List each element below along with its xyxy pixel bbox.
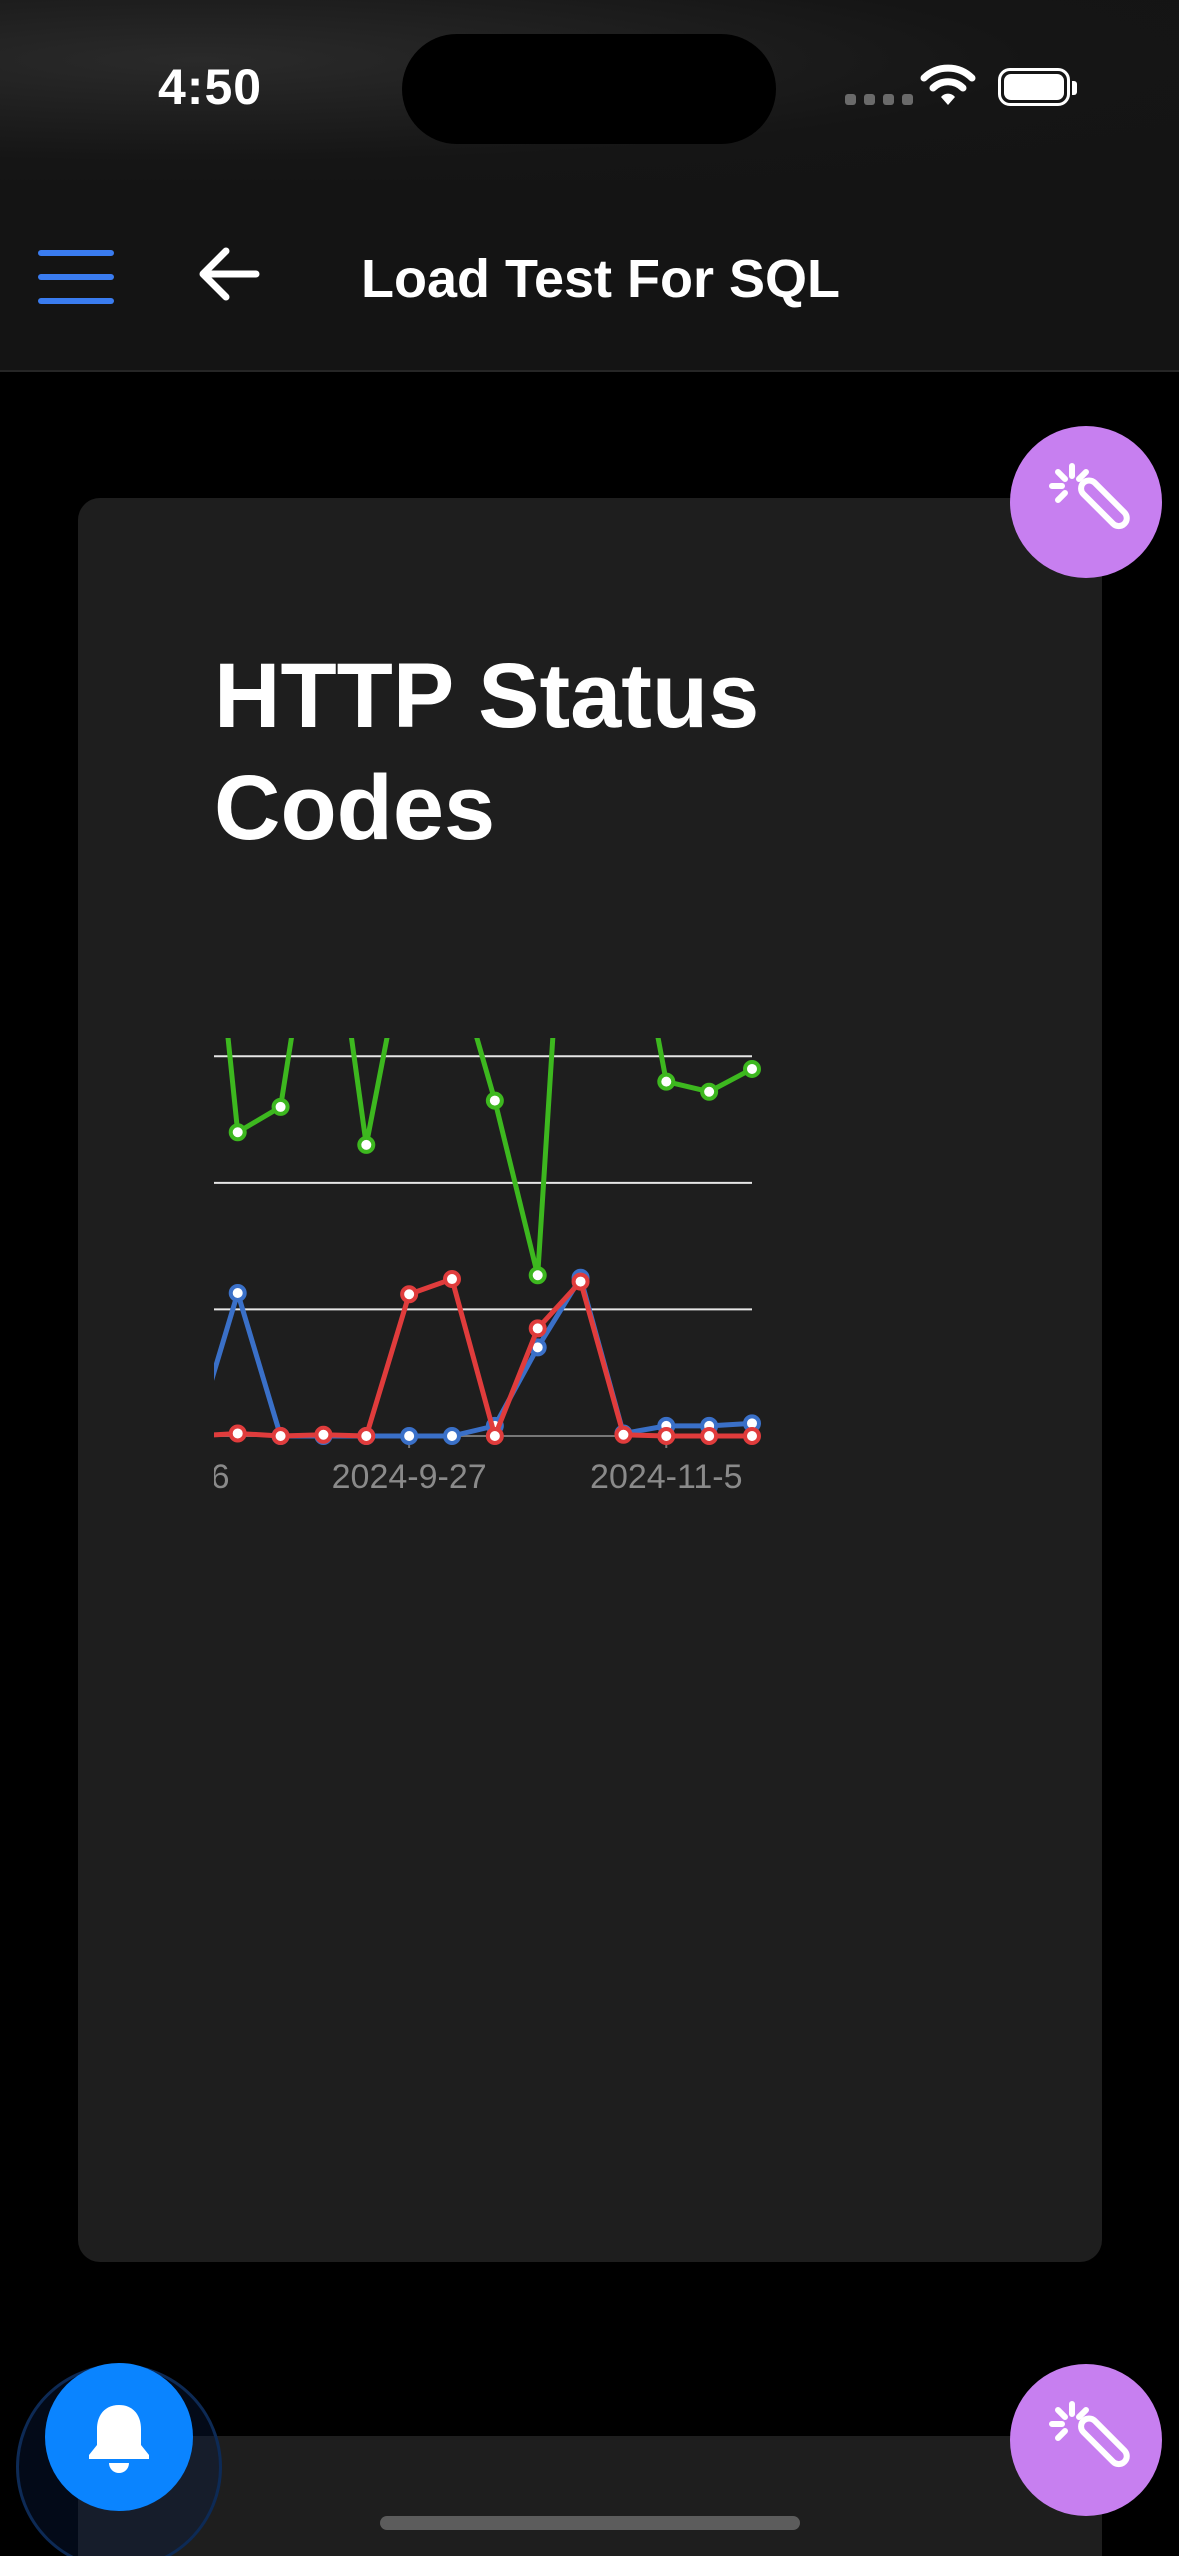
data-point — [657, 1072, 676, 1091]
chart-title: HTTP Status Codes — [214, 645, 760, 859]
home-indicator — [380, 2516, 800, 2530]
back-button[interactable] — [198, 246, 260, 302]
data-point — [357, 1427, 376, 1445]
battery-icon — [998, 68, 1077, 106]
data-point — [614, 1425, 633, 1444]
data-point — [314, 1425, 333, 1444]
notification-button[interactable] — [45, 2363, 193, 2511]
chart-card: HTTP Status Codes 0000000000000000000000… — [78, 498, 1102, 2262]
data-point — [528, 1266, 547, 1285]
data-point — [443, 1427, 461, 1445]
x-tick-label: 2024-9-27 — [332, 1458, 487, 1496]
status-time: 4:50 — [158, 59, 263, 115]
next-card — [78, 2436, 1102, 2556]
wifi-icon — [920, 62, 976, 113]
dynamic-island — [402, 34, 776, 144]
signal-icon — [845, 94, 913, 105]
bell-icon — [89, 2405, 149, 2473]
data-point — [271, 1427, 290, 1445]
data-point — [485, 1091, 504, 1110]
data-point — [528, 1319, 547, 1338]
magic-button-secondary[interactable] — [1010, 2364, 1162, 2516]
data-point — [700, 1082, 719, 1101]
series-line — [214, 1276, 752, 1439]
magic-wand-icon — [1049, 463, 1130, 530]
data-point — [743, 1059, 761, 1078]
data-point — [228, 1123, 247, 1142]
data-point — [571, 1272, 590, 1291]
data-point — [743, 1427, 761, 1445]
data-point — [443, 1270, 461, 1289]
magic-button[interactable] — [1010, 426, 1162, 578]
data-point — [400, 1427, 419, 1445]
arrow-left-icon — [199, 247, 260, 301]
data-point — [228, 1424, 247, 1443]
line-chart-svg: 00000000000000000000002024-9-162024-9-27… — [214, 1038, 761, 1496]
app-header: Load Test For SQL — [0, 180, 1179, 372]
data-point — [700, 1427, 719, 1445]
x-tick-label: 2024-9-16 — [214, 1458, 230, 1496]
magic-wand-icon — [1049, 2401, 1130, 2468]
data-point — [485, 1427, 504, 1445]
data-point — [228, 1283, 247, 1302]
line-chart: 00000000000000000000002024-9-162024-9-27… — [214, 1038, 974, 2038]
data-point — [400, 1285, 419, 1304]
data-point — [357, 1135, 376, 1154]
x-tick-label: 2024-11-5 — [590, 1458, 743, 1496]
hamburger-menu-icon[interactable] — [38, 250, 114, 304]
page-title: Load Test For SQL — [361, 249, 841, 309]
status-bar: 4:50 — [0, 0, 1179, 180]
data-point — [271, 1097, 290, 1116]
series-line — [214, 1275, 753, 1439]
series-line — [225, 1038, 754, 1278]
data-point — [657, 1427, 676, 1445]
